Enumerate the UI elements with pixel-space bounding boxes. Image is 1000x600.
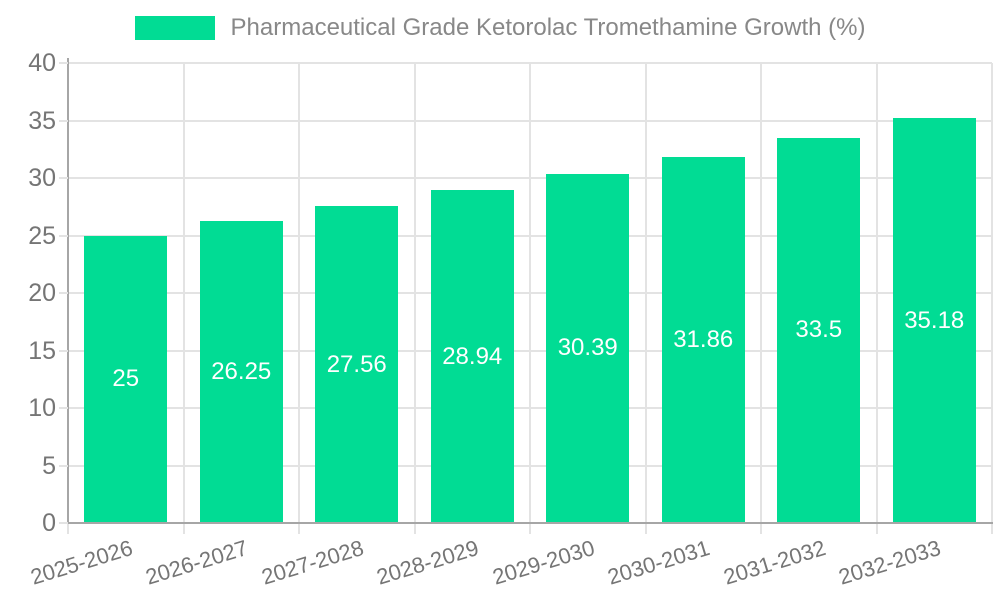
x-axis-tick	[298, 524, 300, 534]
bar[interactable]	[315, 206, 399, 523]
bar-value-label: 33.5	[795, 316, 843, 344]
bar[interactable]	[84, 235, 168, 523]
bar[interactable]	[546, 173, 630, 523]
y-tick-label: 35	[28, 106, 56, 135]
x-axis-tick	[413, 524, 416, 534]
x-axis-line	[67, 522, 993, 524]
chart-legend[interactable]: Pharmaceutical Grade Ketorolac Trometham…	[0, 14, 1000, 42]
v-gridline	[182, 63, 185, 523]
v-gridline	[760, 63, 762, 523]
y-axis-tick	[59, 292, 68, 294]
v-gridline	[298, 63, 300, 523]
y-axis-tick	[59, 522, 68, 524]
y-tick-label: 5	[42, 451, 56, 480]
x-tick-label: 2025-2026	[27, 535, 136, 590]
y-tick-label: 0	[42, 509, 56, 537]
y-axis-tick	[59, 234, 68, 237]
v-gridline	[875, 63, 878, 523]
bar-value-label: 27.56	[326, 350, 387, 378]
y-axis-tick	[59, 464, 68, 467]
v-gridline	[413, 63, 416, 523]
x-tick-label: 2030-2031	[604, 535, 713, 590]
bar[interactable]	[430, 190, 514, 523]
y-tick-label: 40	[28, 49, 56, 77]
bar[interactable]	[661, 156, 745, 523]
bar[interactable]	[892, 118, 976, 523]
bar-value-label: 28.94	[442, 342, 503, 370]
x-tick-label: 2026-2027	[142, 535, 251, 590]
y-axis-tick	[59, 349, 68, 352]
v-gridline	[991, 63, 993, 523]
x-axis-tick	[644, 524, 647, 534]
x-axis-tick	[991, 524, 993, 534]
y-tick-label: 15	[28, 336, 56, 365]
bar[interactable]	[199, 221, 283, 523]
v-gridline	[644, 63, 647, 523]
y-axis-line	[67, 58, 69, 533]
x-axis-tick	[760, 524, 762, 534]
chart-title: Pharmaceutical Grade Ketorolac Trometham…	[230, 14, 866, 41]
x-tick-label: 2029-2030	[489, 535, 598, 590]
bar-value-label: 35.18	[904, 306, 965, 334]
x-tick-label: 2027-2028	[258, 535, 367, 590]
y-axis-tick	[59, 407, 68, 409]
x-axis-tick	[182, 524, 185, 534]
v-gridline	[529, 63, 531, 523]
y-axis-tick	[59, 119, 68, 122]
y-tick-label: 20	[28, 279, 56, 307]
bar-value-label: 26.25	[211, 358, 272, 386]
x-axis-tick	[875, 524, 878, 534]
y-axis-tick	[59, 62, 68, 64]
x-tick-label: 2028-2029	[373, 535, 482, 590]
x-tick-label: 2031-2032	[720, 535, 829, 590]
y-tick-label: 10	[28, 394, 56, 422]
bar-value-label: 31.86	[673, 325, 734, 353]
bar[interactable]	[777, 137, 861, 523]
y-tick-label: 30	[28, 164, 56, 192]
bar-value-label: 25	[112, 365, 140, 393]
x-tick-label: 2032-2033	[835, 535, 944, 590]
x-axis-tick	[67, 524, 69, 534]
y-axis-tick	[59, 177, 68, 179]
legend-swatch	[134, 16, 215, 40]
x-axis-tick	[529, 524, 531, 534]
bar-value-label: 30.39	[557, 334, 618, 362]
y-tick-label: 25	[28, 221, 56, 250]
plot-area: 25 26.25 27.56 28.94 30.39 31.86 33.5 35.18	[68, 62, 993, 523]
